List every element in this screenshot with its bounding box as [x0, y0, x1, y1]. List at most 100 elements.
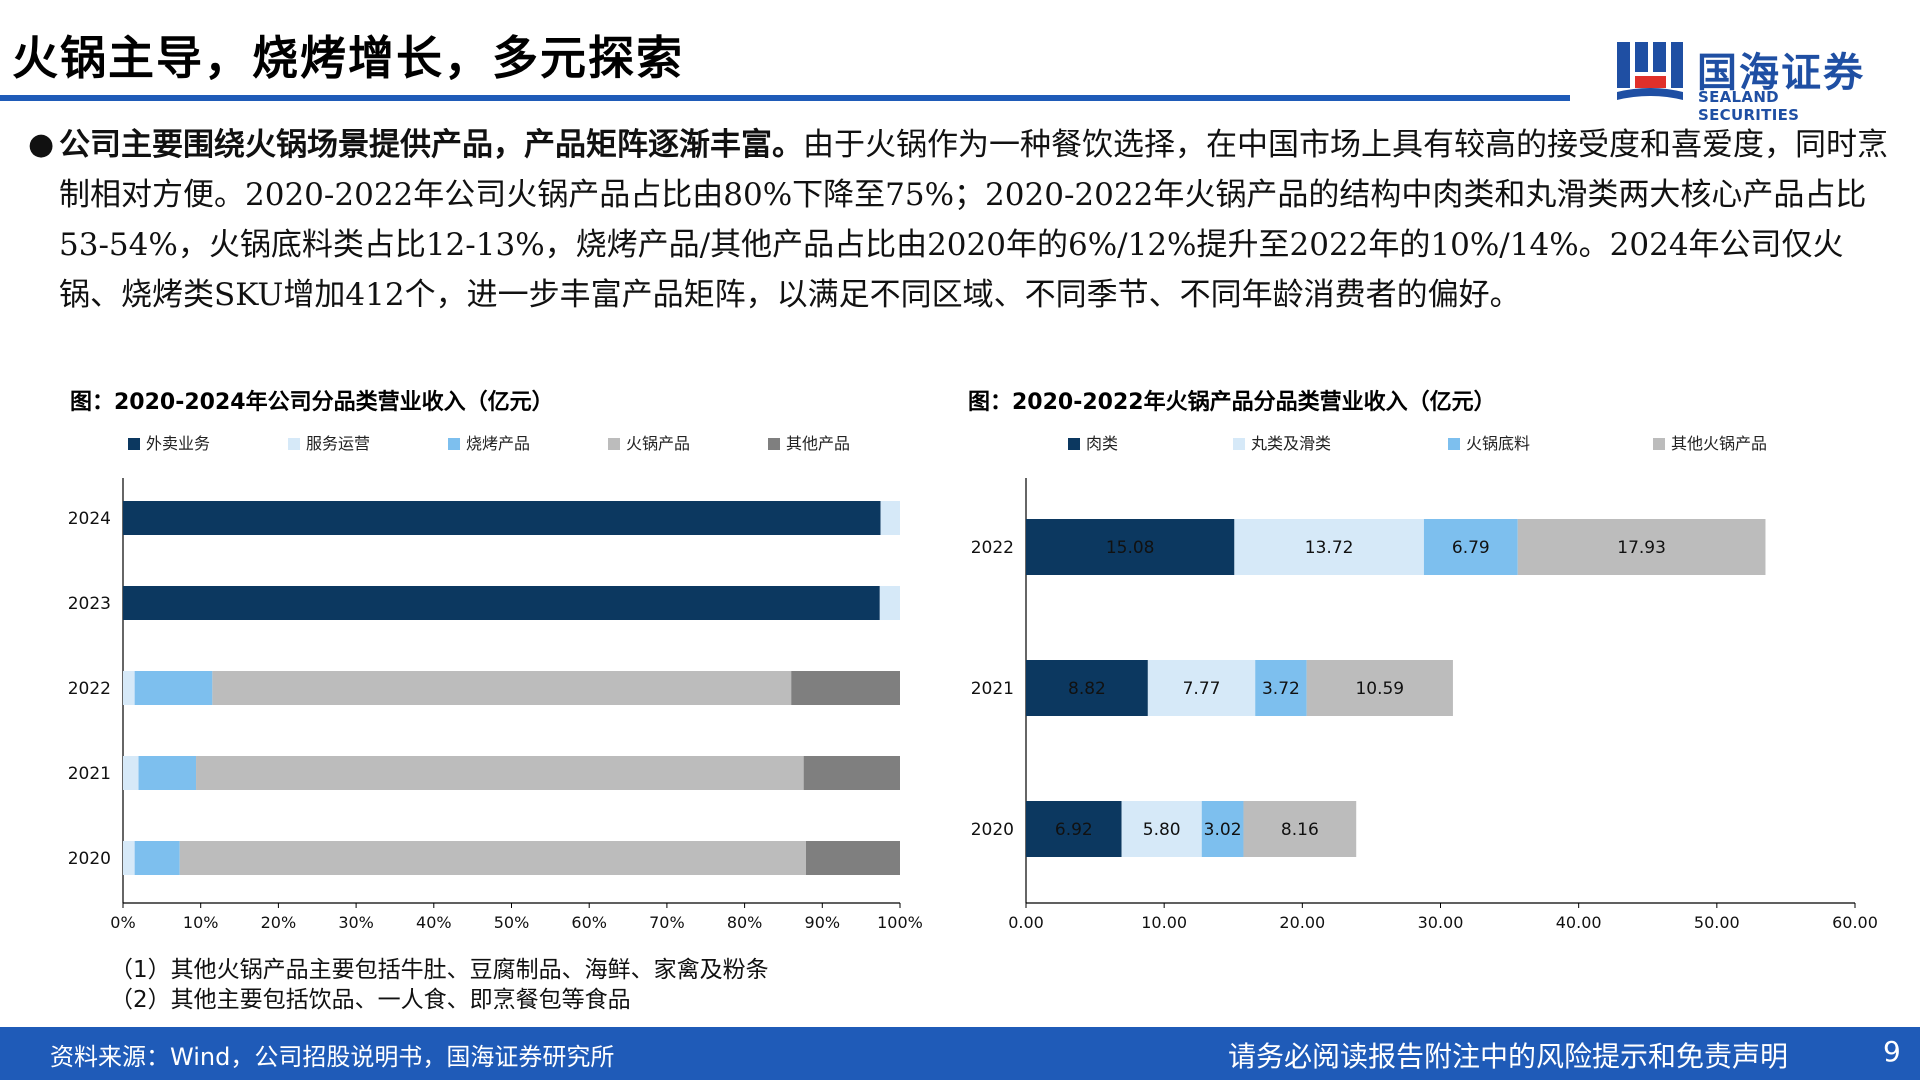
chart2-title: 图：2020-2022年火锅产品分品类营业收入（亿元）: [968, 390, 1496, 415]
chart2-legend-item: 肉类: [1068, 430, 1118, 454]
summary-body: 由于火锅作为一种餐饮选择，在中国市场上具有较高的接受度和喜爱度，同时烹制相对方便…: [59, 127, 1888, 313]
chart2-data-label: 15.08: [1106, 538, 1155, 558]
chart2-legend-item: 丸类及滑类: [1233, 430, 1331, 454]
chart2-bar-segment: [1121, 801, 1202, 857]
chart1-legend-label: 服务运营: [306, 434, 371, 453]
chart1-legend-item: 烧烤产品: [448, 430, 530, 454]
chart1-legend-label: 火锅产品: [626, 434, 691, 453]
sealand-logo: 国海证券 SEALAND SECURITIES: [1615, 38, 1880, 124]
chart2-bar-segment: [1026, 660, 1148, 716]
chart1-bar-segment: [880, 501, 900, 535]
page-number: 9: [1883, 1035, 1901, 1068]
chart2-legend-swatch: [1068, 438, 1080, 450]
chart2-y-tick-label: 2020: [971, 820, 1014, 840]
chart2-legend-item: 其他火锅产品: [1653, 430, 1767, 454]
chart2-legend-label: 其他火锅产品: [1671, 434, 1768, 453]
chart2-legend-swatch: [1653, 438, 1665, 450]
chart1-x-tick-label: 90%: [805, 913, 841, 932]
chart2-legend-label: 丸类及滑类: [1251, 434, 1332, 453]
chart2-x-tick-label: 20.00: [1279, 913, 1325, 932]
chart2-x-tick-label: 60.00: [1832, 913, 1878, 932]
note-1: （1）其他火锅产品主要包括牛肚、豆腐制品、海鲜、家禽及粉条: [110, 957, 769, 983]
chart1-x-tick-label: 10%: [183, 913, 219, 932]
chart2-x-tick-label: 30.00: [1418, 913, 1464, 932]
chart2-legend-item: 火锅底料: [1448, 430, 1530, 454]
chart2-data-label: 17.93: [1617, 538, 1666, 558]
chart1-legend-item: 火锅产品: [608, 430, 690, 454]
chart1-x-tick-label: 60%: [571, 913, 607, 932]
summary-lead: 公司主要围绕火锅场景提供产品，产品矩阵逐渐丰富。: [59, 127, 803, 163]
chart2-x-tick-label: 10.00: [1141, 913, 1187, 932]
charts-canvas: 0% 10% 20% 30% 40% 50% 60% 70% 80% 90% 100% 2024 202…: [68, 478, 1878, 932]
chart1-bar-segment: [123, 671, 135, 705]
chart1-y-tick-label: 2020: [68, 849, 111, 869]
chart2-y-tick-label: 2022: [971, 538, 1014, 558]
chart1-x-tick-label: 50%: [494, 913, 530, 932]
chart2-bar-segment: [1026, 801, 1122, 857]
chart2-x-tick-label: 40.00: [1556, 913, 1602, 932]
chart1-x-tick-label: 70%: [649, 913, 685, 932]
bullet-dot: ●: [28, 127, 55, 162]
chart2-bar-segment: [1255, 660, 1307, 716]
chart1-y-tick-label: 2022: [68, 679, 111, 699]
chart1-bar-segment: [212, 671, 792, 705]
chart1-bar-segment: [123, 501, 881, 535]
chart1-bar-segment: [123, 841, 135, 875]
chart1-bar-segment: [123, 586, 880, 620]
chart1-bar-segment: [803, 756, 900, 790]
chart1-bar-segment: [791, 671, 900, 705]
chart2-data-label: 10.59: [1355, 679, 1404, 699]
chart1-legend-label: 其他产品: [786, 434, 851, 453]
chart2-legend-swatch: [1448, 438, 1460, 450]
chart2-data-label: 3.72: [1262, 679, 1300, 699]
chart2-data-label: 13.72: [1305, 538, 1354, 558]
chart1-bar-segment: [196, 756, 804, 790]
chart1-x-tick-label: 100%: [877, 913, 923, 932]
chart1-legend-swatch: [128, 438, 140, 450]
chart2-data-label: 5.80: [1143, 820, 1181, 840]
chart2-bar-segment: [1306, 660, 1453, 716]
footer-disclaimer: 请务必阅读报告附注中的风险提示和免责声明: [1228, 1040, 1789, 1073]
chart1-x-tick-label: 40%: [416, 913, 452, 932]
chart1-legend-swatch: [288, 438, 300, 450]
chart1-bar-segment: [123, 756, 139, 790]
chart1-legend-swatch: [608, 438, 620, 450]
chart1-legend-label: 烧烤产品: [466, 434, 531, 453]
chart1-legend-item: 服务运营: [288, 430, 370, 454]
chart2-x-tick-label: 50.00: [1694, 913, 1740, 932]
chart1-bar-segment: [134, 841, 180, 875]
note-2: （2）其他主要包括饮品、一人食、即烹餐包等食品: [110, 987, 631, 1013]
chart2-data-label: 3.02: [1204, 820, 1242, 840]
chart2-bar-segment: [1147, 660, 1256, 716]
chart1-x-tick-label: 20%: [261, 913, 297, 932]
chart1-bar-segment: [179, 841, 806, 875]
chart2-bar-segment: [1423, 519, 1518, 575]
chart1-y-tick-label: 2024: [68, 509, 111, 529]
chart1-x-tick-label: 30%: [338, 913, 374, 932]
chart2-bar-segment: [1026, 519, 1235, 575]
chart2-legend-label: 火锅底料: [1466, 434, 1531, 453]
chart1-bar-segment: [138, 756, 197, 790]
chart2-data-label: 7.77: [1183, 679, 1221, 699]
chart1-bar-segment: [805, 841, 900, 875]
logo-text-en: SEALAND SECURITIES: [1698, 88, 1800, 124]
chart2-data-label: 6.92: [1055, 820, 1093, 840]
chart1-y-tick-label: 2021: [68, 764, 111, 784]
chart2-x-tick-label: 0.00: [1008, 913, 1044, 932]
chart-notes: （1）其他火锅产品主要包括牛肚、豆腐制品、海鲜、家禽及粉条 （2）其他主要包括饮…: [110, 955, 769, 1015]
chart2-legend-label: 肉类: [1086, 434, 1119, 453]
chart1-legend-item: 其他产品: [768, 430, 850, 454]
chart1-x-tick-label: 0%: [110, 913, 135, 932]
logo-text-cn: 国海证券: [1697, 50, 1865, 96]
page-title: 火锅主导，烧烤增长，多元探索: [12, 31, 684, 85]
chart2-data-label: 8.16: [1281, 820, 1319, 840]
chart2-bar-segment: [1234, 519, 1424, 575]
chart1-legend-item: 外卖业务: [128, 430, 210, 454]
chart2-data-label: 8.82: [1068, 679, 1106, 699]
chart1-bar-segment: [879, 586, 900, 620]
summary-paragraph: ● 公司主要围绕火锅场景提供产品，产品矩阵逐渐丰富。由于火锅作为一种餐饮选择，在…: [28, 120, 1888, 320]
chart2-bar-segment: [1201, 801, 1244, 857]
sealand-logo-icon: [1617, 42, 1683, 100]
chart2-legend-swatch: [1233, 438, 1245, 450]
chart1-x-tick-label: 80%: [727, 913, 763, 932]
